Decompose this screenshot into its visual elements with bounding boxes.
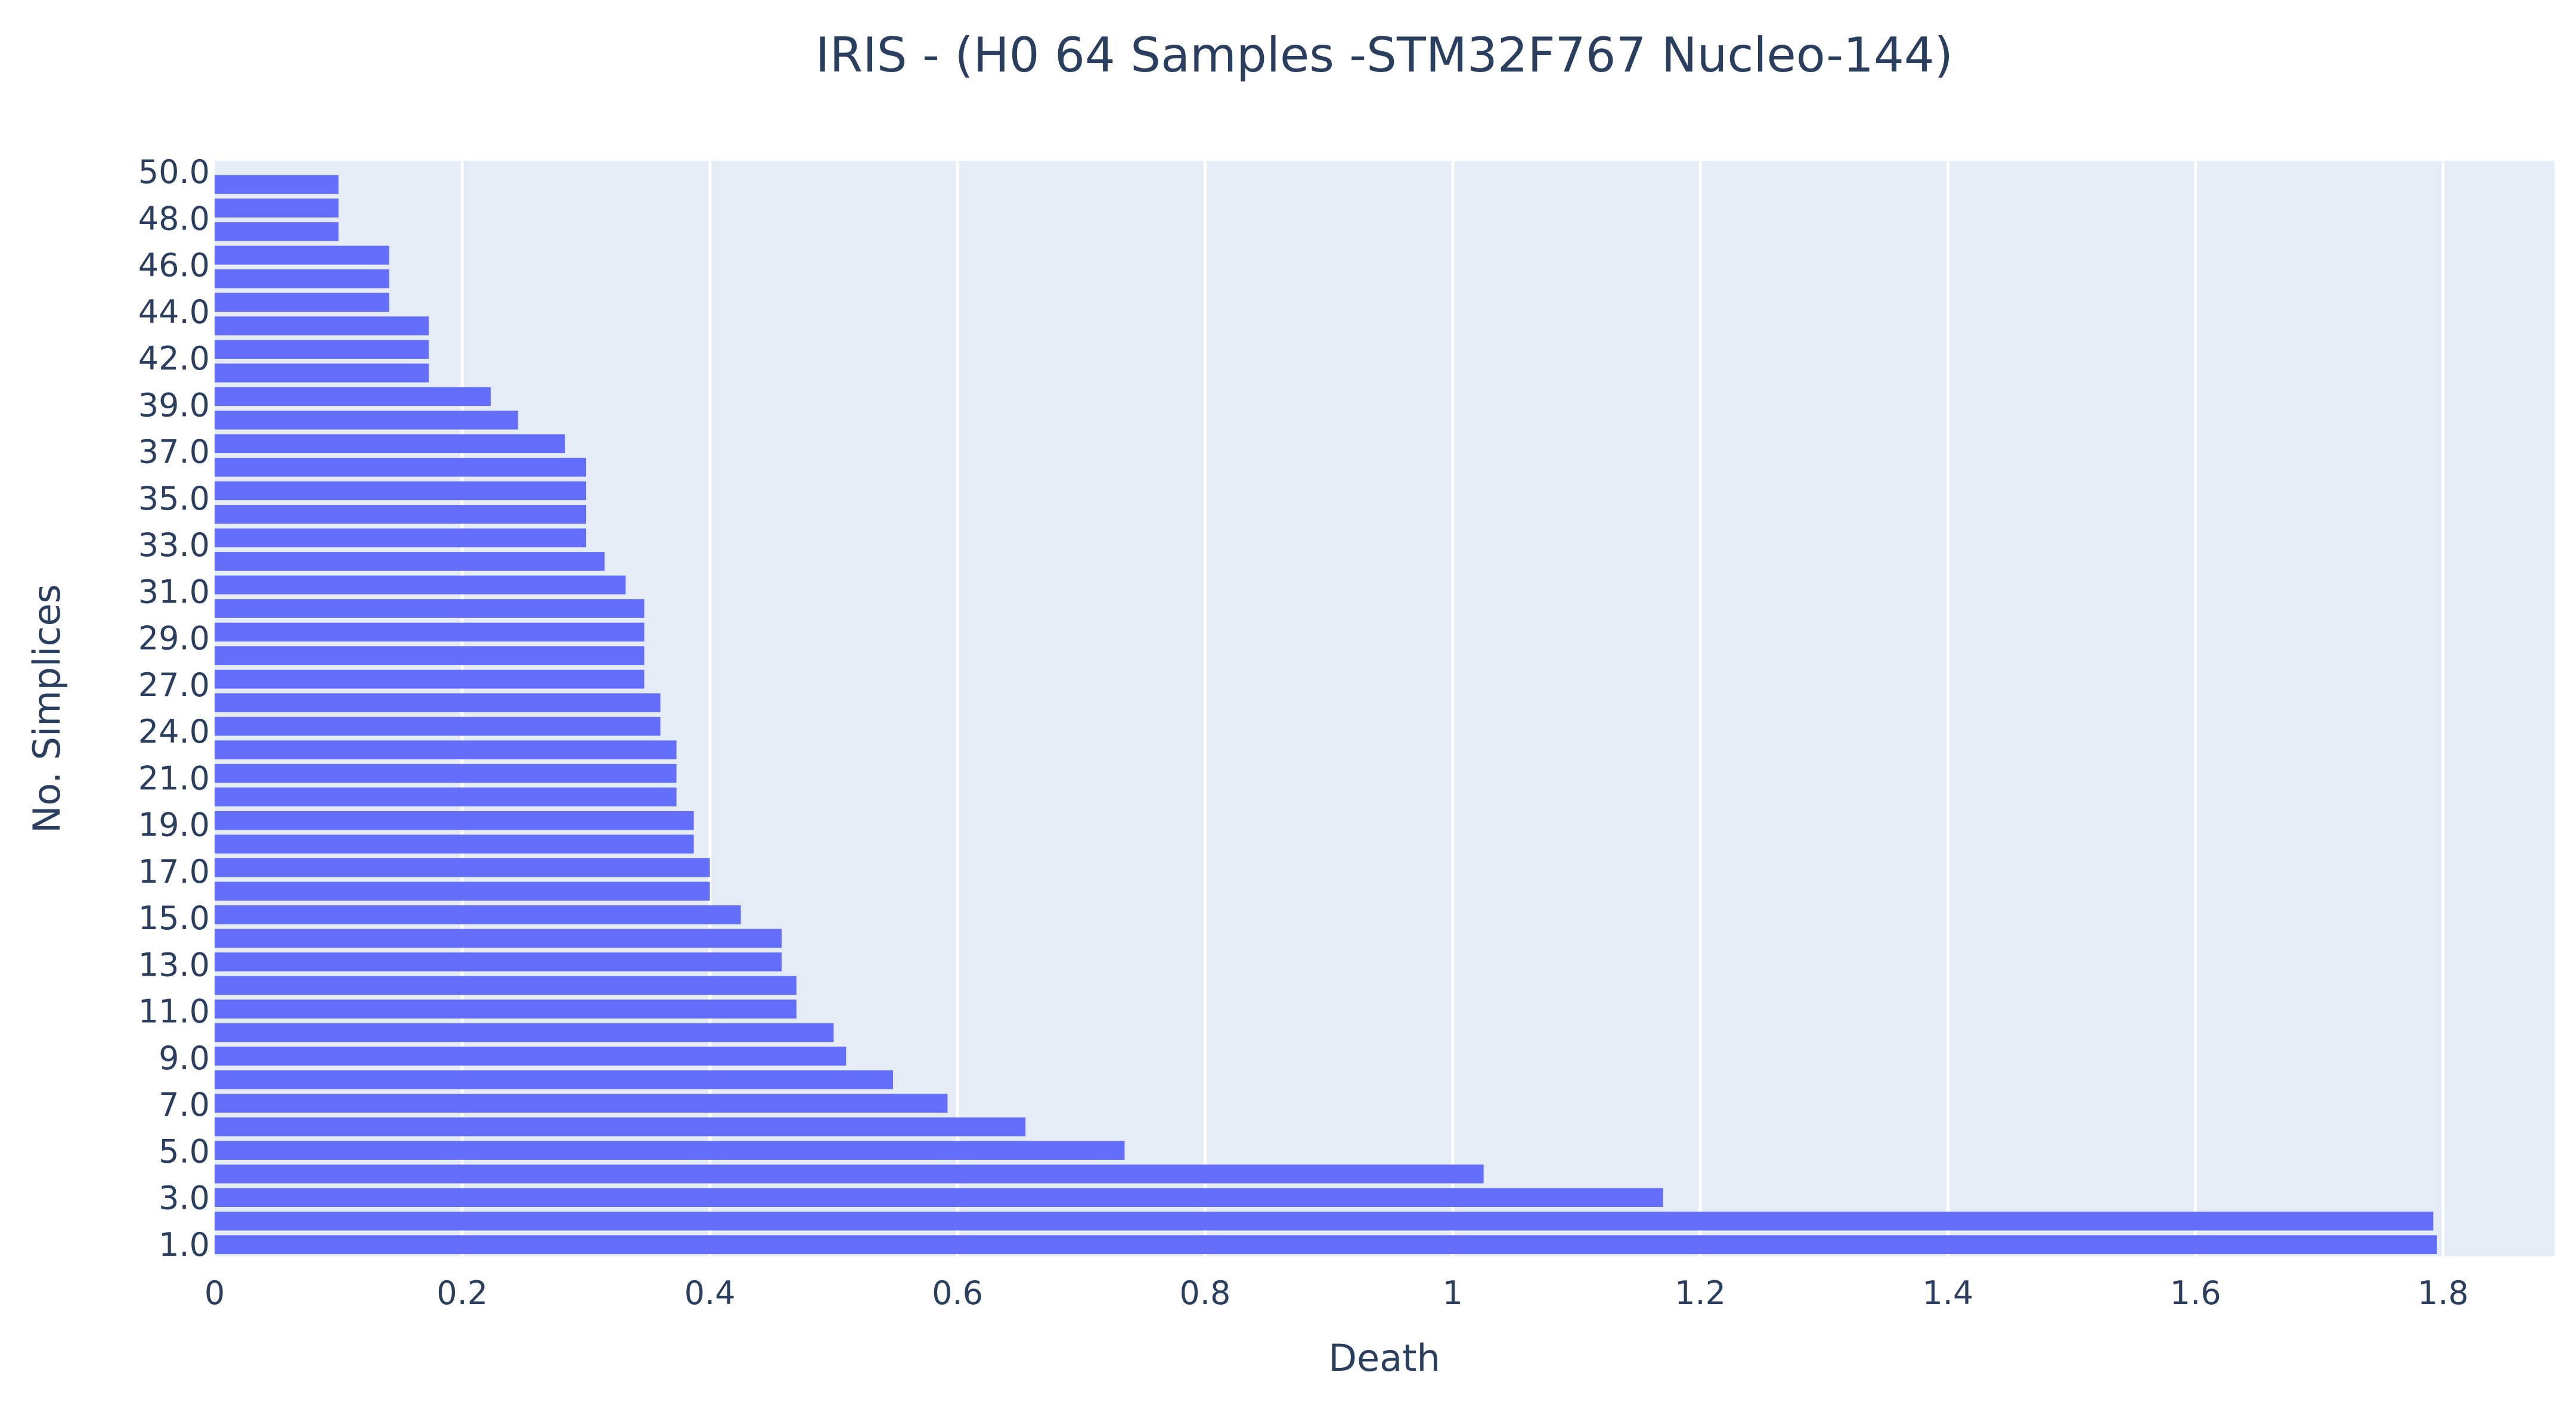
y-axis-ticks: 50.0 48.0 46.0 44.0 42.0 39.0 37.0 35.0 33.0 31.0… xyxy=(138,153,210,1264)
y-tick-label: 13.0 xyxy=(138,946,210,983)
bar xyxy=(215,787,677,807)
bar xyxy=(215,599,644,618)
bar xyxy=(215,763,677,783)
y-tick-label: 9.0 xyxy=(159,1039,210,1077)
bar xyxy=(215,1141,1125,1160)
y-tick-label: 15.0 xyxy=(138,899,210,937)
bar xyxy=(215,669,644,689)
bar xyxy=(215,1023,834,1042)
bar xyxy=(215,458,587,477)
bar xyxy=(215,929,782,948)
x-tick-label: 1 xyxy=(1443,1274,1463,1312)
x-tick-label: 1.6 xyxy=(2170,1274,2221,1312)
y-tick-label: 39.0 xyxy=(138,386,210,424)
y-tick-label: 29.0 xyxy=(138,620,210,657)
bar xyxy=(215,693,661,712)
bar xyxy=(215,387,491,406)
chart-title: IRIS - (H0 64 Samples -STM32F767 Nucleo-… xyxy=(816,27,1953,83)
x-tick-label: 0.8 xyxy=(1179,1274,1230,1312)
bar xyxy=(215,175,339,194)
bar xyxy=(215,246,389,265)
y-tick-label: 35.0 xyxy=(138,480,210,517)
bar xyxy=(215,976,797,995)
bar xyxy=(215,716,661,736)
y-tick-label: 42.0 xyxy=(138,340,210,377)
x-axis-ticks: 0 0.2 0.4 0.6 0.8 1 1.2 1.4 1.6 1.8 xyxy=(204,1274,2469,1312)
bar xyxy=(215,646,644,665)
bar xyxy=(215,1047,847,1066)
bar xyxy=(215,1117,1026,1137)
bar xyxy=(215,622,644,642)
y-tick-label: 44.0 xyxy=(138,293,210,331)
bar xyxy=(215,505,587,524)
y-tick-label: 37.0 xyxy=(138,433,210,471)
bar xyxy=(215,1164,1484,1184)
bar xyxy=(215,552,605,571)
bars xyxy=(215,175,2437,1255)
y-tick-label: 48.0 xyxy=(138,200,210,237)
bar xyxy=(215,1188,1663,1207)
bar xyxy=(215,740,677,759)
bar xyxy=(215,834,694,854)
bar xyxy=(215,1070,894,1090)
bar xyxy=(215,293,389,312)
x-tick-label: 1.8 xyxy=(2417,1274,2469,1312)
bar xyxy=(215,222,339,241)
y-tick-label: 11.0 xyxy=(138,993,210,1030)
bar xyxy=(215,410,518,430)
x-tick-label: 0.4 xyxy=(684,1274,736,1312)
bar xyxy=(215,198,339,218)
bar xyxy=(215,316,429,336)
bar xyxy=(215,528,587,548)
y-tick-label: 46.0 xyxy=(138,247,210,284)
x-tick-label: 0.6 xyxy=(932,1274,983,1312)
bar xyxy=(215,952,782,971)
bar xyxy=(215,269,389,288)
bar xyxy=(215,811,694,830)
x-tick-label: 1.2 xyxy=(1675,1274,1726,1312)
bar xyxy=(215,1094,948,1113)
x-tick-label: 1.4 xyxy=(1922,1274,1973,1312)
y-tick-label: 21.0 xyxy=(138,759,210,797)
bar xyxy=(215,881,710,901)
y-tick-label: 17.0 xyxy=(138,853,210,890)
bar xyxy=(215,1000,797,1019)
y-tick-label: 7.0 xyxy=(159,1086,210,1123)
bar xyxy=(215,1235,2437,1255)
bar xyxy=(215,858,710,877)
bar xyxy=(215,340,429,359)
y-tick-label: 3.0 xyxy=(159,1179,210,1217)
x-tick-label: 0.2 xyxy=(436,1274,488,1312)
x-tick-label: 0 xyxy=(204,1274,225,1312)
bar xyxy=(215,1211,2434,1231)
y-tick-label: 1.0 xyxy=(159,1226,210,1264)
gridlines xyxy=(460,161,2445,1256)
bar xyxy=(215,905,741,924)
y-axis-title: No. Simplices xyxy=(25,584,69,833)
y-tick-label: 5.0 xyxy=(159,1132,210,1170)
bar xyxy=(215,575,626,595)
y-tick-label: 50.0 xyxy=(138,153,210,191)
y-tick-label: 19.0 xyxy=(138,806,210,844)
y-tick-label: 31.0 xyxy=(138,573,210,610)
y-tick-label: 24.0 xyxy=(138,713,210,750)
bar xyxy=(215,434,565,454)
y-tick-label: 27.0 xyxy=(138,666,210,704)
bar xyxy=(215,481,587,501)
y-tick-label: 33.0 xyxy=(138,526,210,564)
bar xyxy=(215,363,429,383)
x-axis-title: Death xyxy=(1328,1336,1440,1380)
